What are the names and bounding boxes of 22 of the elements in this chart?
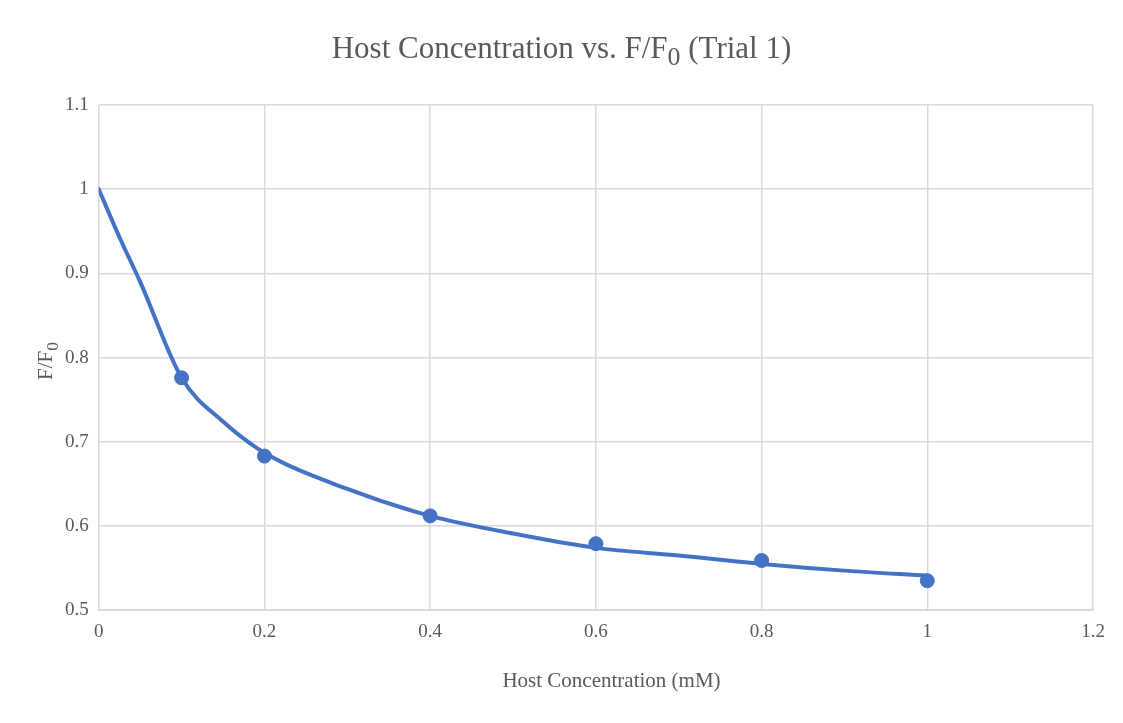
x-tick-label: 0.4 <box>418 619 443 641</box>
x-tick-label: 0.2 <box>252 619 277 641</box>
y-tick-label: 1 <box>79 177 89 199</box>
x-tick-label: 0.6 <box>584 619 608 641</box>
x-tick-label: 1.2 <box>1081 619 1105 641</box>
point <box>919 573 935 589</box>
x-tick-label: 0 <box>94 619 104 641</box>
point <box>174 370 190 386</box>
chart-title: Host Concentration vs. F/F$_{0}$ (Trial 1) <box>330 30 793 73</box>
y-tick-label: 0.6 <box>65 513 89 535</box>
x-tick-label: 0.8 <box>749 619 774 641</box>
y-tick-label: 0.8 <box>65 345 89 367</box>
x-tick-label: 1 <box>922 619 933 641</box>
x-axis-title: Host Concentration (mM) <box>501 668 722 693</box>
point <box>422 508 438 524</box>
y-tick-label: 1.1 <box>65 92 89 114</box>
y-tick-label: 0.5 <box>65 598 89 620</box>
point <box>256 448 272 464</box>
y-tick-label: 0.9 <box>65 261 89 283</box>
y-tick-label: 0.7 <box>65 429 89 451</box>
point <box>754 553 770 569</box>
point <box>588 536 604 552</box>
